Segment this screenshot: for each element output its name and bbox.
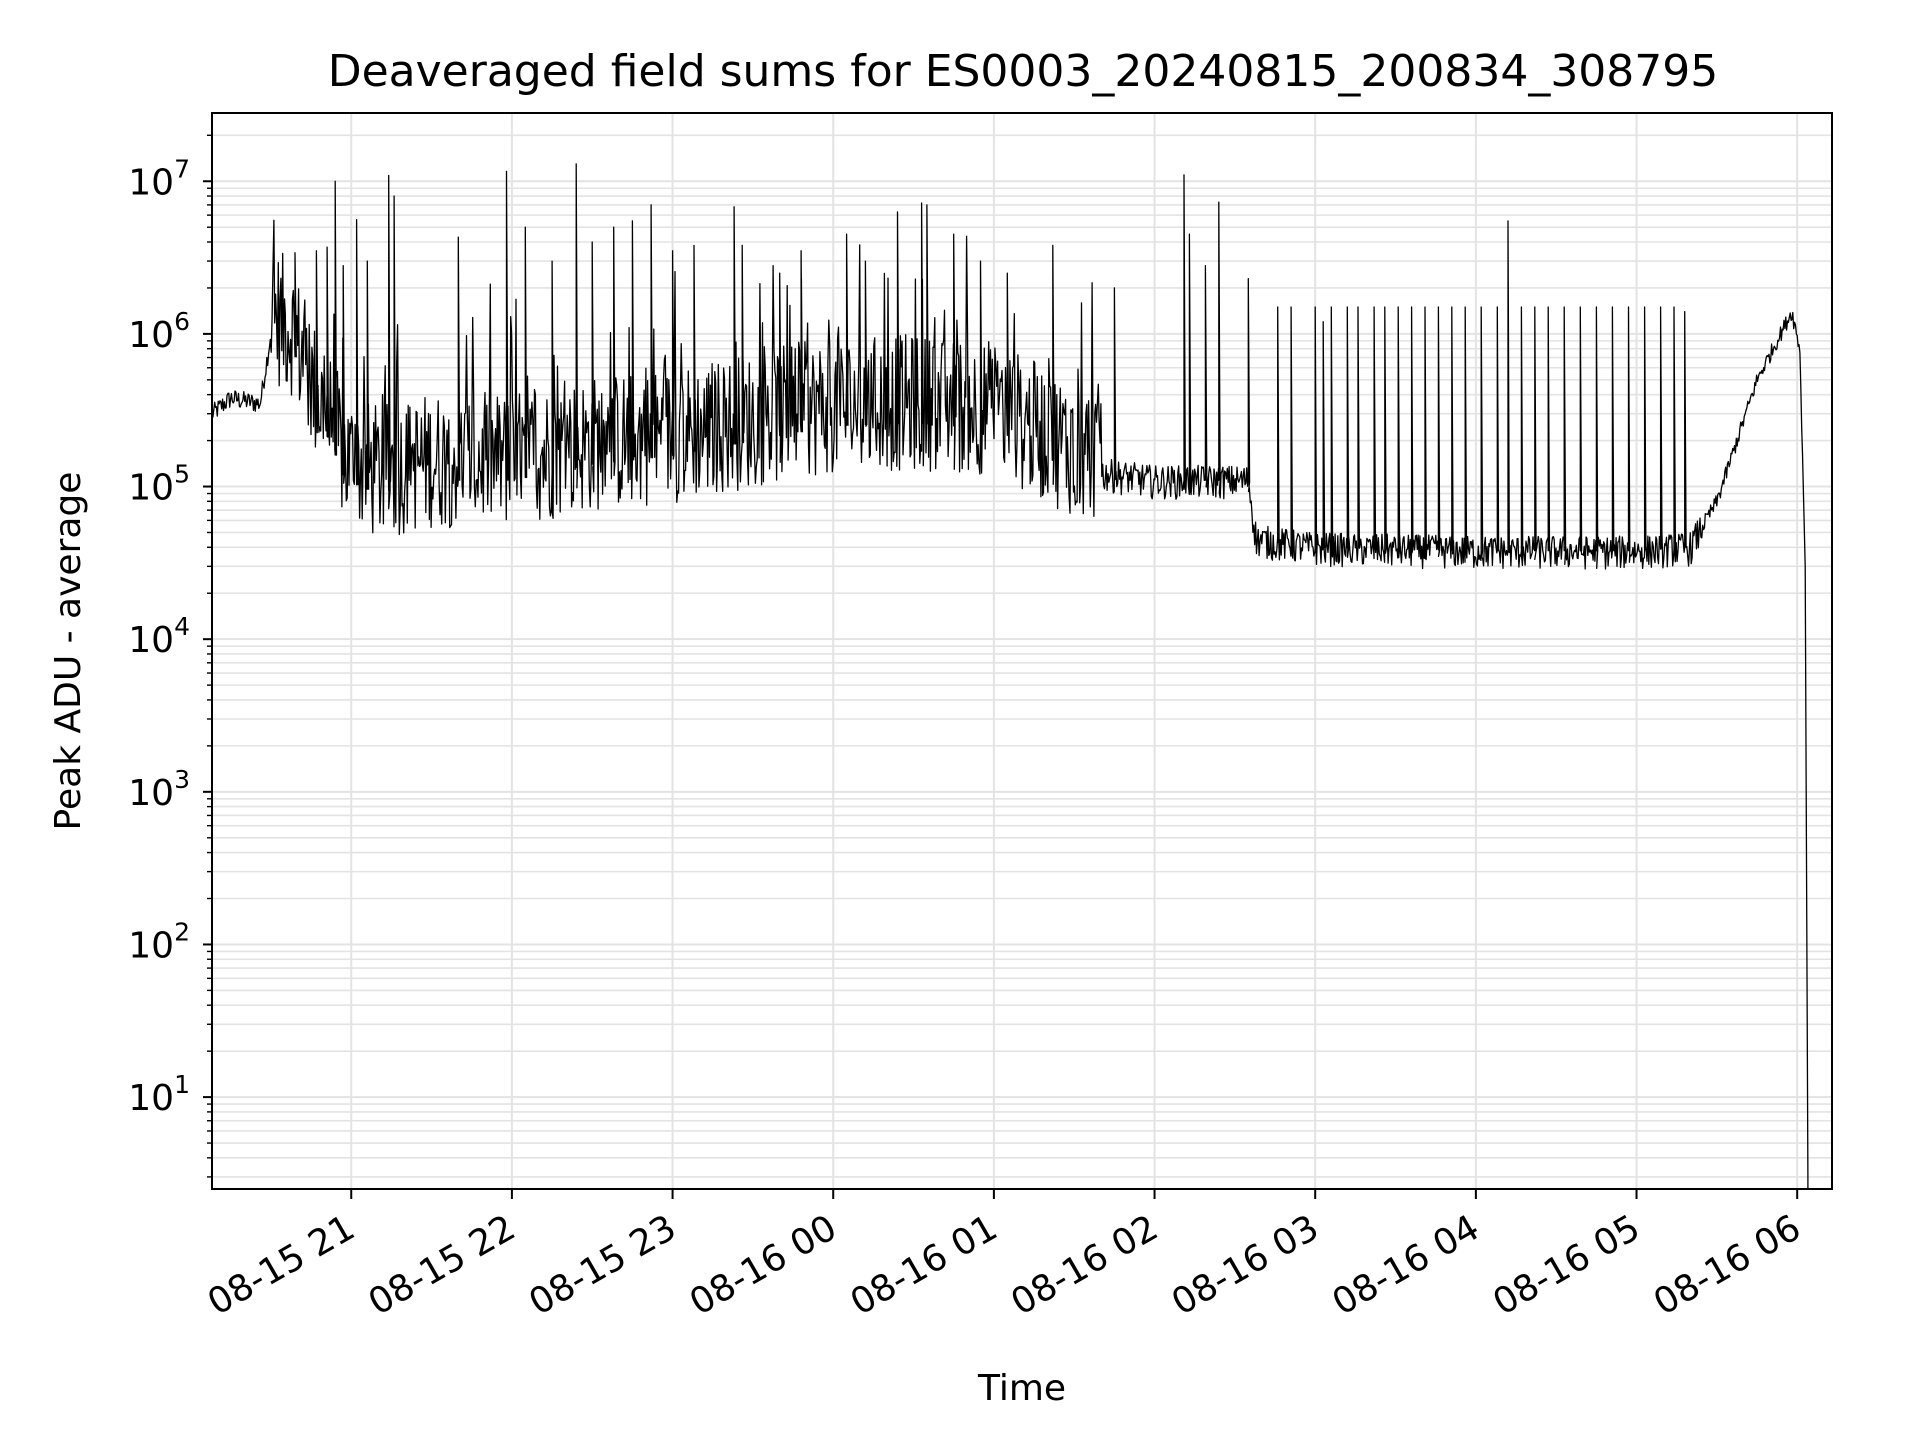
- x-axis-label: Time: [977, 1368, 1066, 1409]
- chart-title: Deaveraged field sums for ES0003_2024081…: [328, 46, 1719, 97]
- grid: [212, 113, 1832, 1189]
- series-line: [211, 163, 1809, 1189]
- y-tick-label: 107: [128, 154, 190, 203]
- y-tick-label: 106: [128, 307, 190, 356]
- plot-area: [211, 163, 1809, 1189]
- y-tick-label: 103: [128, 765, 190, 814]
- y-tick-label: 105: [128, 460, 190, 509]
- y-tick-label: 101: [128, 1070, 190, 1119]
- y-tick-label: 102: [128, 917, 190, 966]
- plot-frame: [211, 112, 1833, 1190]
- y-tick-label: 104: [128, 612, 190, 661]
- y-axis-label: Peak ADU - average: [48, 472, 89, 831]
